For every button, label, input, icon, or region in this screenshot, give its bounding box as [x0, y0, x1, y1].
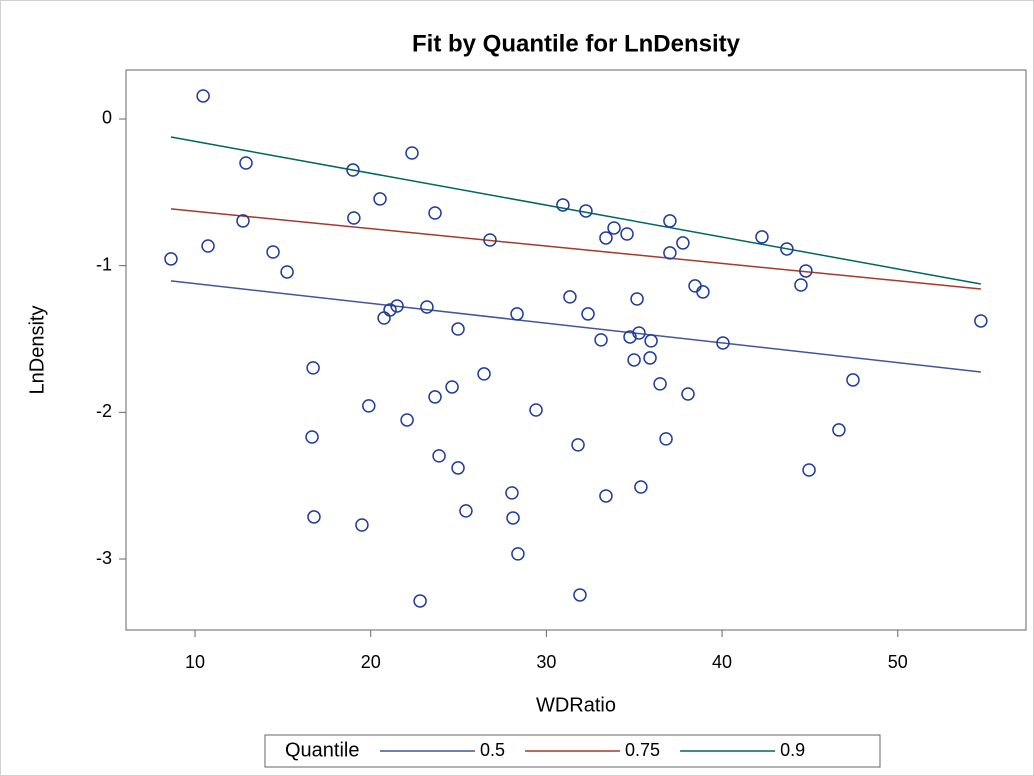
- data-point: [632, 326, 646, 340]
- data-point: [347, 211, 361, 225]
- data-point: [627, 353, 641, 367]
- legend-label: 0.9: [780, 740, 805, 760]
- data-point: [663, 246, 677, 260]
- data-point: [266, 245, 280, 259]
- data-point: [630, 292, 644, 306]
- data-point: [607, 221, 621, 235]
- data-point: [696, 285, 710, 299]
- data-point: [451, 461, 465, 475]
- data-point: [676, 236, 690, 250]
- data-point: [362, 399, 376, 413]
- data-point: [644, 334, 658, 348]
- quantile-line: [170, 280, 981, 373]
- data-point: [451, 322, 465, 336]
- data-point: [643, 351, 657, 365]
- data-point: [755, 230, 769, 244]
- x-axis-label: WDRatio: [536, 694, 616, 716]
- data-point: [594, 333, 608, 347]
- data-point: [428, 390, 442, 404]
- data-point: [164, 252, 178, 266]
- data-point: [413, 594, 427, 608]
- data-point: [780, 242, 794, 256]
- y-tick-label: -3: [96, 548, 112, 568]
- data-point: [400, 413, 414, 427]
- data-point: [477, 367, 491, 381]
- data-point: [799, 264, 813, 278]
- data-point: [573, 588, 587, 602]
- data-point: [459, 504, 473, 518]
- data-point: [236, 214, 250, 228]
- plot-frame: [125, 69, 1027, 631]
- data-point: [305, 430, 319, 444]
- data-point: [405, 146, 419, 160]
- data-point: [623, 330, 637, 344]
- data-point: [432, 449, 446, 463]
- data-point: [659, 432, 673, 446]
- x-tick-label: 20: [361, 652, 381, 672]
- data-point: [663, 214, 677, 228]
- y-tick-label: 0: [102, 108, 112, 128]
- data-point: [620, 227, 634, 241]
- data-point: [571, 438, 585, 452]
- data-point: [511, 547, 525, 561]
- chart-title: Fit by Quantile for LnDensity: [412, 30, 741, 57]
- data-point: [196, 89, 210, 103]
- data-point: [579, 204, 593, 218]
- legend-label: 0.75: [625, 740, 660, 760]
- y-tick-label: -1: [96, 254, 112, 274]
- data-point: [974, 314, 988, 328]
- data-point: [510, 307, 524, 321]
- data-point: [832, 423, 846, 437]
- x-tick-label: 10: [185, 652, 205, 672]
- data-point: [390, 299, 404, 313]
- y-axis-label: LnDensity: [26, 306, 48, 395]
- data-point: [428, 206, 442, 220]
- data-point: [506, 511, 520, 525]
- data-point: [581, 307, 595, 321]
- x-tick-label: 30: [536, 652, 556, 672]
- data-point: [483, 233, 497, 247]
- data-point: [346, 163, 360, 177]
- y-tick-label: -2: [96, 401, 112, 421]
- quantile-line: [170, 136, 981, 285]
- x-tick-label: 50: [888, 652, 908, 672]
- data-point: [681, 387, 695, 401]
- data-point: [802, 463, 816, 477]
- legend-label: 0.5: [480, 740, 505, 760]
- data-point: [505, 486, 519, 500]
- data-point: [634, 480, 648, 494]
- legend-box: [264, 734, 881, 768]
- data-point: [306, 361, 320, 375]
- data-point: [445, 380, 459, 394]
- data-point: [355, 518, 369, 532]
- data-point: [383, 303, 397, 317]
- data-point: [373, 192, 387, 206]
- data-point: [599, 231, 613, 245]
- data-point: [420, 300, 434, 314]
- data-point: [716, 336, 730, 350]
- data-point: [280, 265, 294, 279]
- quantile-line: [170, 208, 981, 290]
- x-tick-label: 40: [712, 652, 732, 672]
- legend-title: Quantile: [285, 739, 360, 761]
- data-point: [307, 510, 321, 524]
- data-point: [239, 156, 253, 170]
- data-point: [556, 198, 570, 212]
- data-point: [653, 377, 667, 391]
- data-point: [846, 373, 860, 387]
- data-point: [529, 403, 543, 417]
- data-point: [563, 290, 577, 304]
- data-point: [201, 239, 215, 253]
- data-point: [794, 278, 808, 292]
- data-point: [599, 489, 613, 503]
